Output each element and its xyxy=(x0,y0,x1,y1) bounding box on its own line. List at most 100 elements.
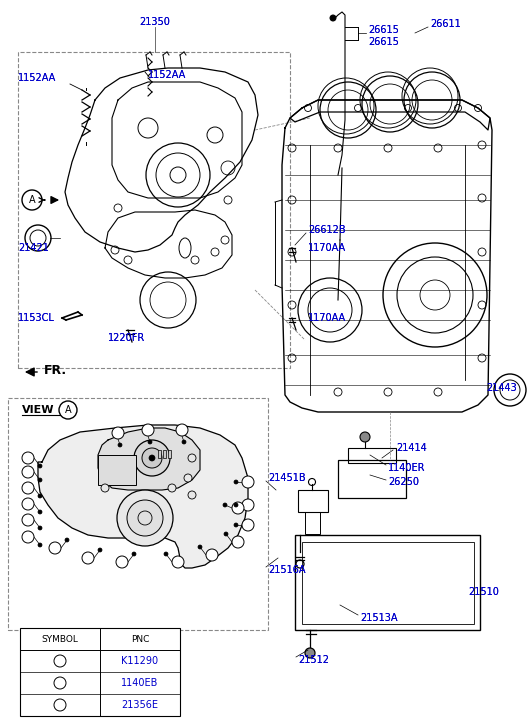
Circle shape xyxy=(242,499,254,511)
Text: b: b xyxy=(85,554,91,563)
Circle shape xyxy=(172,556,184,568)
Circle shape xyxy=(82,552,94,564)
Text: 1170AA: 1170AA xyxy=(308,243,346,253)
Text: b: b xyxy=(246,478,250,487)
Bar xyxy=(98,455,136,485)
Bar xyxy=(168,450,171,458)
Circle shape xyxy=(206,549,218,561)
Text: a: a xyxy=(115,429,120,438)
Text: 21512: 21512 xyxy=(298,655,329,665)
Circle shape xyxy=(232,502,244,514)
Circle shape xyxy=(234,480,238,484)
Text: b: b xyxy=(26,468,31,477)
Circle shape xyxy=(232,536,244,548)
Text: b: b xyxy=(246,501,250,510)
Circle shape xyxy=(22,452,34,464)
Bar xyxy=(20,628,180,716)
Text: 21510: 21510 xyxy=(468,587,499,597)
Circle shape xyxy=(224,532,228,536)
Polygon shape xyxy=(98,428,200,490)
Circle shape xyxy=(38,494,42,498)
Bar xyxy=(158,450,161,458)
Bar xyxy=(295,535,480,630)
Text: 1140EB: 1140EB xyxy=(121,678,159,688)
Circle shape xyxy=(168,484,176,492)
Text: 1140ER: 1140ER xyxy=(388,463,425,473)
Circle shape xyxy=(38,464,42,468)
Text: b: b xyxy=(26,500,31,509)
Text: 1152AA: 1152AA xyxy=(18,73,56,83)
Text: 21510: 21510 xyxy=(468,587,499,597)
Circle shape xyxy=(22,466,34,478)
Circle shape xyxy=(22,190,42,210)
Circle shape xyxy=(117,490,173,546)
Text: 1140ER: 1140ER xyxy=(388,463,425,473)
Text: 21421: 21421 xyxy=(18,243,49,253)
Circle shape xyxy=(134,440,170,476)
Polygon shape xyxy=(38,425,248,568)
Circle shape xyxy=(101,484,109,492)
Text: 26250: 26250 xyxy=(388,477,419,487)
Circle shape xyxy=(234,503,238,507)
Text: 21356E: 21356E xyxy=(122,700,159,710)
Text: c: c xyxy=(236,504,240,513)
Text: 21516A: 21516A xyxy=(268,565,306,575)
Bar xyxy=(338,460,406,498)
Circle shape xyxy=(242,519,254,531)
Bar xyxy=(348,448,396,463)
Text: a: a xyxy=(145,426,150,435)
Text: 21513A: 21513A xyxy=(360,613,397,623)
Text: 21513A: 21513A xyxy=(360,613,397,623)
Text: 26615: 26615 xyxy=(368,37,399,47)
Circle shape xyxy=(182,440,186,444)
Text: 26612B: 26612B xyxy=(308,225,346,235)
Circle shape xyxy=(198,545,202,549)
Text: 21443: 21443 xyxy=(486,383,517,393)
Circle shape xyxy=(242,476,254,488)
Text: PNC: PNC xyxy=(131,635,149,643)
Text: 21421: 21421 xyxy=(18,243,49,253)
Text: 1170AA: 1170AA xyxy=(308,313,346,323)
Circle shape xyxy=(149,455,155,461)
Text: b: b xyxy=(26,484,31,493)
Circle shape xyxy=(184,474,192,482)
Text: 21451B: 21451B xyxy=(268,473,306,483)
Text: 1220FR: 1220FR xyxy=(108,333,145,343)
Circle shape xyxy=(142,448,162,468)
Text: 21414: 21414 xyxy=(396,443,427,453)
Text: 21516A: 21516A xyxy=(268,565,306,575)
Circle shape xyxy=(142,424,154,436)
Text: 26615: 26615 xyxy=(368,25,399,35)
Text: A: A xyxy=(65,405,71,415)
Text: A: A xyxy=(28,195,35,205)
Text: SYMBOL: SYMBOL xyxy=(42,635,79,643)
Text: 26615: 26615 xyxy=(368,37,399,47)
Circle shape xyxy=(54,655,66,667)
Text: 21451B: 21451B xyxy=(268,473,306,483)
Circle shape xyxy=(305,648,315,658)
Text: 1153CL: 1153CL xyxy=(18,313,55,323)
Text: c: c xyxy=(58,701,62,710)
Text: 21443: 21443 xyxy=(486,383,517,393)
Circle shape xyxy=(118,443,122,447)
Text: b: b xyxy=(120,558,124,567)
Text: 1152AA: 1152AA xyxy=(148,70,186,80)
Text: b: b xyxy=(210,551,214,560)
Text: 26611: 26611 xyxy=(430,19,461,29)
Circle shape xyxy=(112,427,124,439)
Circle shape xyxy=(330,15,336,21)
Circle shape xyxy=(360,432,370,442)
Circle shape xyxy=(22,498,34,510)
Text: 26612B: 26612B xyxy=(308,225,346,235)
Circle shape xyxy=(127,500,163,536)
Circle shape xyxy=(54,677,66,689)
Circle shape xyxy=(188,454,196,462)
Text: 26615: 26615 xyxy=(368,25,399,35)
Text: b: b xyxy=(175,558,180,567)
Text: a: a xyxy=(180,426,184,435)
Text: b: b xyxy=(246,521,250,530)
Text: b: b xyxy=(26,454,31,463)
Text: b: b xyxy=(26,533,31,542)
Text: 26611: 26611 xyxy=(430,19,461,29)
Bar xyxy=(302,542,474,624)
